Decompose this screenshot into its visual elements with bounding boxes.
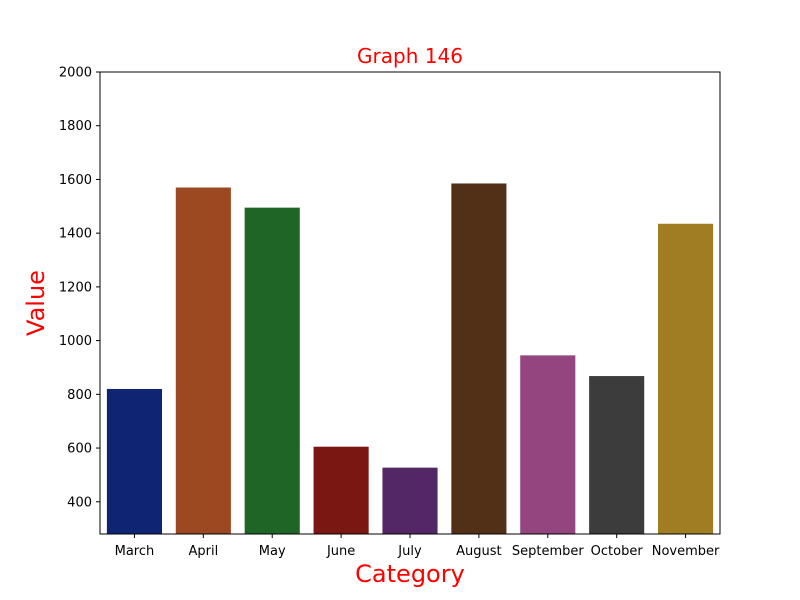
x-tick-label: June xyxy=(326,544,355,559)
x-axis-label: Category xyxy=(355,560,465,588)
y-axis-label: Value xyxy=(22,270,50,336)
bar-march xyxy=(106,388,162,534)
y-tick-label: 800 xyxy=(67,388,92,403)
bar-april xyxy=(175,187,231,534)
chart-title: Graph 146 xyxy=(357,44,463,68)
x-tick-label: April xyxy=(188,544,218,559)
x-tick-label: September xyxy=(512,544,585,559)
y-tick-label: 1000 xyxy=(59,334,92,349)
x-tick-label: October xyxy=(591,544,644,559)
y-tick-label: 1600 xyxy=(59,173,92,188)
x-axis: March April May June July August September Octo… xyxy=(115,534,720,559)
bar-october xyxy=(589,376,645,534)
y-tick-label: 400 xyxy=(67,495,92,510)
x-tick-label: May xyxy=(259,544,286,559)
plot-frame xyxy=(99,71,721,535)
y-tick-label: 1400 xyxy=(59,227,92,242)
y-tick-label: 1800 xyxy=(59,119,92,134)
x-tick-label: August xyxy=(456,544,502,559)
x-tick-label: July xyxy=(397,544,422,559)
y-axis: 400 600 800 1000 1200 1400 1600 1800 2000 xyxy=(59,66,100,510)
bar-june xyxy=(313,446,369,534)
y-tick-label: 1200 xyxy=(59,280,92,295)
y-tick-label: 600 xyxy=(67,442,92,457)
y-tick-label: 2000 xyxy=(59,66,92,81)
bar-august xyxy=(451,183,507,534)
bar-july xyxy=(382,467,438,534)
x-tick-label: March xyxy=(115,544,155,559)
x-tick-label: November xyxy=(652,544,720,559)
bar-september xyxy=(520,355,576,534)
bar-november xyxy=(658,223,714,534)
bars xyxy=(106,183,714,534)
bar-may xyxy=(244,207,300,534)
